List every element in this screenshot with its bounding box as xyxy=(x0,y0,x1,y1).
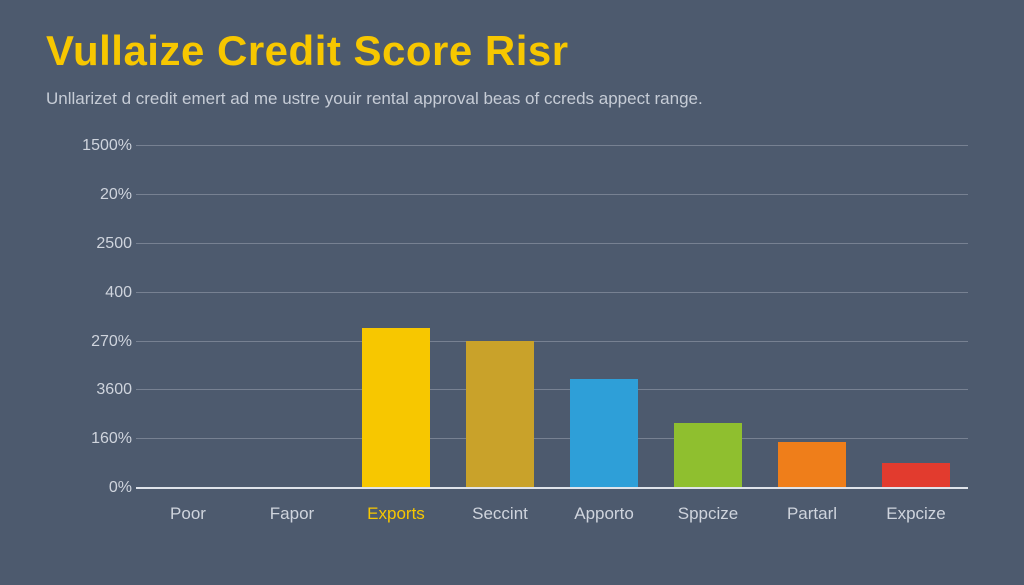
y-axis-label: 400 xyxy=(105,284,132,302)
bar xyxy=(778,442,847,488)
x-axis-label: Seccint xyxy=(472,504,528,524)
bar-slot: Seccint xyxy=(448,146,552,488)
x-axis-label: Partarl xyxy=(787,504,837,524)
bar-slot: Partarl xyxy=(760,146,864,488)
bar xyxy=(362,328,431,489)
bar-slot: Apporto xyxy=(552,146,656,488)
page-title: Vullaize Credit Score Risr xyxy=(46,28,978,74)
baseline xyxy=(136,487,968,489)
bar-slot: Poor xyxy=(136,146,240,488)
bar-chart: PoorFaporExportsSeccintApportoSppcizePar… xyxy=(74,146,968,536)
x-axis-label: Exports xyxy=(367,504,425,524)
y-axis-label: 0% xyxy=(109,479,132,497)
bar-slot: Sppcize xyxy=(656,146,760,488)
x-axis-label: Poor xyxy=(170,504,206,524)
page-subtitle: Unllarizet d credit emert ad me ustre yo… xyxy=(46,88,978,110)
x-axis-label: Sppcize xyxy=(678,504,738,524)
x-axis-label: Apporto xyxy=(574,504,634,524)
bars-container: PoorFaporExportsSeccintApportoSppcizePar… xyxy=(136,146,968,488)
y-axis-label: 1500% xyxy=(82,137,132,155)
bar xyxy=(466,341,535,488)
y-axis-label: 20% xyxy=(100,186,132,204)
y-axis-label: 3600 xyxy=(96,381,132,399)
x-axis-label: Expcize xyxy=(886,504,946,524)
bar-slot: Exports xyxy=(344,146,448,488)
bar xyxy=(674,423,743,488)
bar-slot: Expcize xyxy=(864,146,968,488)
bar-slot: Fapor xyxy=(240,146,344,488)
bar xyxy=(570,379,639,488)
bar xyxy=(882,463,951,489)
y-axis-label: 160% xyxy=(91,430,132,448)
x-axis-label: Fapor xyxy=(270,504,314,524)
y-axis-label: 2500 xyxy=(96,235,132,253)
y-axis-label: 270% xyxy=(91,333,132,351)
